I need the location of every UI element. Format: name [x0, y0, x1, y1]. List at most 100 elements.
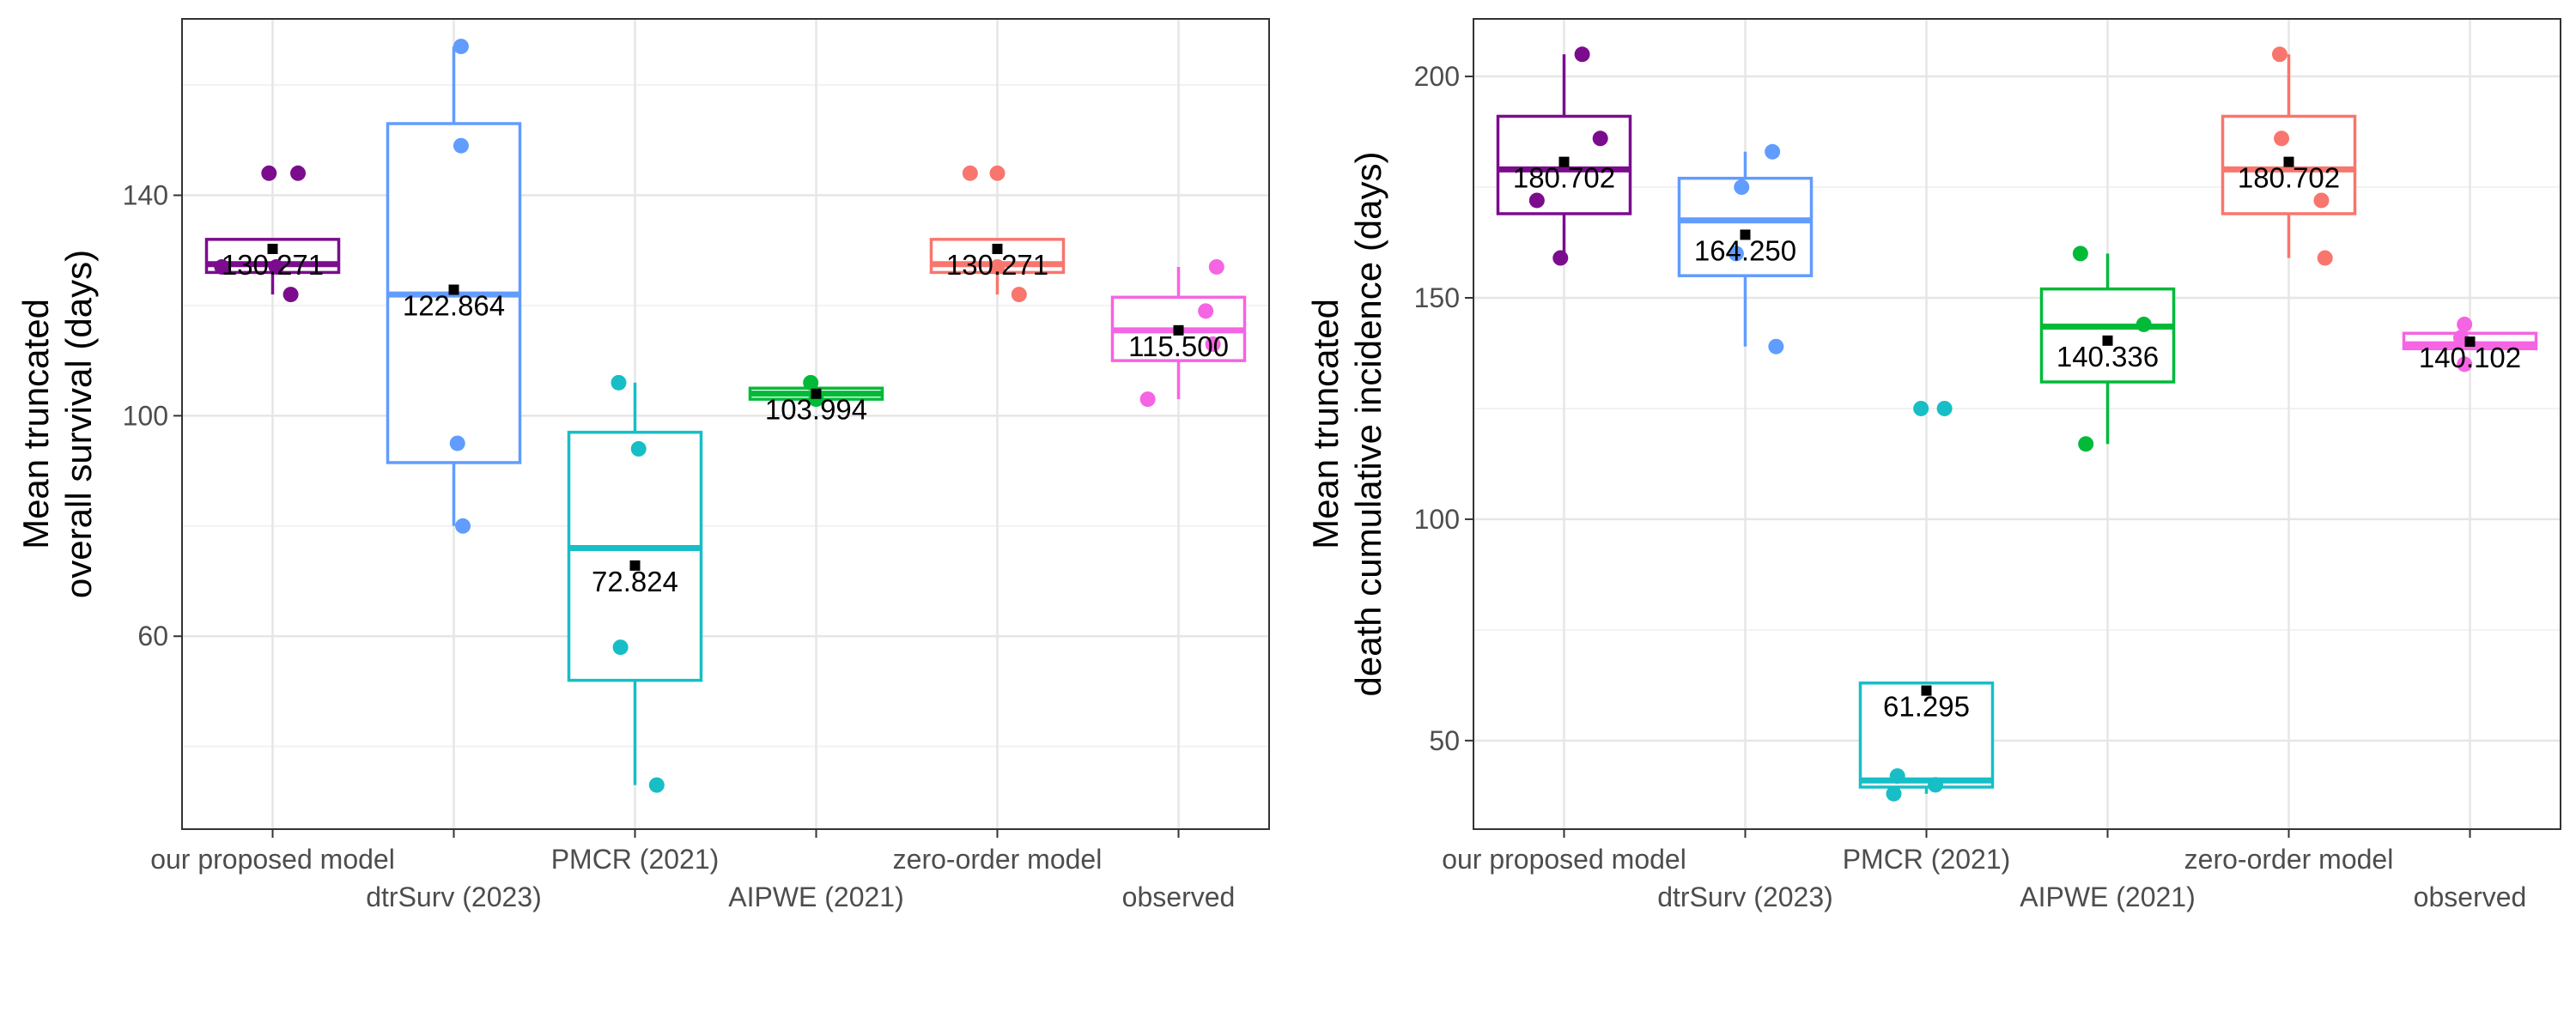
- x-tick-label: zero-order model: [893, 844, 1103, 875]
- data-point: [612, 639, 629, 656]
- panel-border: [1473, 18, 2561, 830]
- box: [1858, 682, 1995, 789]
- data-point: [1765, 143, 1781, 160]
- data-point: [2271, 46, 2287, 63]
- x-tick-label: dtrSurv (2023): [1657, 882, 1833, 912]
- data-point: [1886, 785, 1902, 802]
- mean-label: 140.336: [2057, 341, 2159, 373]
- data-point: [453, 39, 469, 55]
- mean-label: 180.702: [2238, 162, 2340, 194]
- data-point: [455, 518, 471, 534]
- panel-overall-survival: 130.271 122.864 72.824 103.994 130.271 115.50…: [15, 18, 1270, 912]
- data-point: [1592, 130, 1608, 147]
- mean-marker: [811, 388, 822, 399]
- y-tick-label: 50: [1429, 725, 1460, 756]
- data-point: [989, 258, 1005, 275]
- panel-death-cumulative-incidence: 180.702 164.250 61.295 140.336 180.702 140.10…: [1305, 18, 2561, 912]
- mean-marker: [1740, 229, 1751, 240]
- y-axis-title-line-1: Mean truncated: [1305, 299, 1346, 549]
- data-point: [2317, 250, 2333, 266]
- x-tick-label: observed: [1122, 882, 1236, 912]
- data-point: [1011, 287, 1027, 303]
- mean-marker: [267, 243, 278, 254]
- data-point: [2136, 316, 2152, 332]
- data-point: [1574, 46, 1590, 63]
- x-tick-label: AIPWE (2021): [2020, 882, 2196, 912]
- x-tick-label: PMCR (2021): [551, 844, 720, 875]
- data-point: [1768, 338, 1784, 354]
- mean-marker: [1173, 324, 1184, 336]
- data-point: [1205, 336, 1221, 352]
- y-tick-label: 200: [1414, 61, 1460, 92]
- data-point: [214, 258, 230, 275]
- data-point: [1936, 400, 1953, 416]
- data-point: [2313, 192, 2330, 209]
- mean-label: 72.824: [592, 566, 678, 597]
- mean-label: 164.250: [1694, 234, 1796, 266]
- mean-label: 115.500: [1128, 330, 1229, 362]
- panel-border: [181, 18, 1270, 830]
- mean-label: 180.702: [1513, 162, 1615, 194]
- data-point: [1198, 303, 1214, 319]
- y-tick-label: 60: [137, 621, 168, 651]
- x-tick-label: our proposed model: [150, 844, 395, 875]
- data-point: [803, 374, 819, 391]
- data-point: [989, 165, 1005, 181]
- mean-marker: [1558, 156, 1570, 167]
- box: [1677, 176, 1814, 277]
- x-tick-label: zero-order model: [2184, 844, 2394, 875]
- box: [567, 430, 703, 682]
- data-point: [648, 777, 665, 793]
- y-tick-label: 140: [123, 179, 168, 210]
- mean-marker: [629, 560, 641, 571]
- mean-label: 130.271: [946, 249, 1048, 281]
- data-point: [1913, 400, 1929, 416]
- mean-marker: [1921, 685, 1932, 696]
- y-tick-label: 150: [1414, 282, 1460, 313]
- x-tick-label: AIPWE (2021): [728, 882, 904, 912]
- x-tick-label: dtrSurv (2023): [366, 882, 542, 912]
- mean-label: 122.864: [403, 290, 505, 322]
- mean-label: 130.271: [222, 249, 324, 281]
- mean-marker: [2102, 335, 2113, 346]
- data-point: [261, 165, 277, 181]
- mean-marker: [448, 284, 459, 295]
- mean-label: 61.295: [1883, 691, 1970, 723]
- mean-label: 103.994: [765, 394, 867, 426]
- plot-background: [1473, 19, 2561, 829]
- data-point: [2274, 130, 2290, 147]
- mean-marker: [2283, 156, 2294, 167]
- data-point: [1552, 250, 1569, 266]
- mean-marker: [992, 243, 1003, 254]
- data-point: [2457, 356, 2473, 373]
- data-point: [630, 440, 647, 457]
- data-point: [1928, 777, 1944, 793]
- y-axis-title-line-2: overall survival (days): [58, 250, 99, 598]
- box: [2039, 287, 2176, 384]
- data-point: [1734, 179, 1750, 196]
- y-tick-label: 100: [123, 400, 168, 431]
- mean-label: 140.102: [2419, 342, 2521, 373]
- data-point: [1139, 391, 1156, 408]
- data-point: [611, 374, 627, 391]
- data-point: [2072, 245, 2088, 262]
- data-point: [290, 165, 307, 181]
- plot-background: [182, 19, 1269, 829]
- data-point: [1889, 768, 1905, 785]
- y-axis-title-line-1: Mean truncated: [15, 299, 56, 549]
- data-point: [1728, 245, 1744, 262]
- data-point: [453, 137, 469, 154]
- x-tick-label: PMCR (2021): [1843, 844, 2011, 875]
- y-axis-title-line-2: death cumulative incidence (days): [1348, 151, 1388, 696]
- data-point: [283, 287, 299, 303]
- data-point: [449, 435, 465, 451]
- data-point: [1528, 192, 1545, 209]
- x-tick-label: our proposed model: [1442, 844, 1686, 875]
- x-tick-label: observed: [2414, 882, 2527, 912]
- data-point: [2457, 316, 2473, 332]
- data-point: [1208, 258, 1224, 275]
- data-point: [962, 165, 978, 181]
- data-point: [2078, 436, 2094, 452]
- mean-marker: [2464, 336, 2476, 348]
